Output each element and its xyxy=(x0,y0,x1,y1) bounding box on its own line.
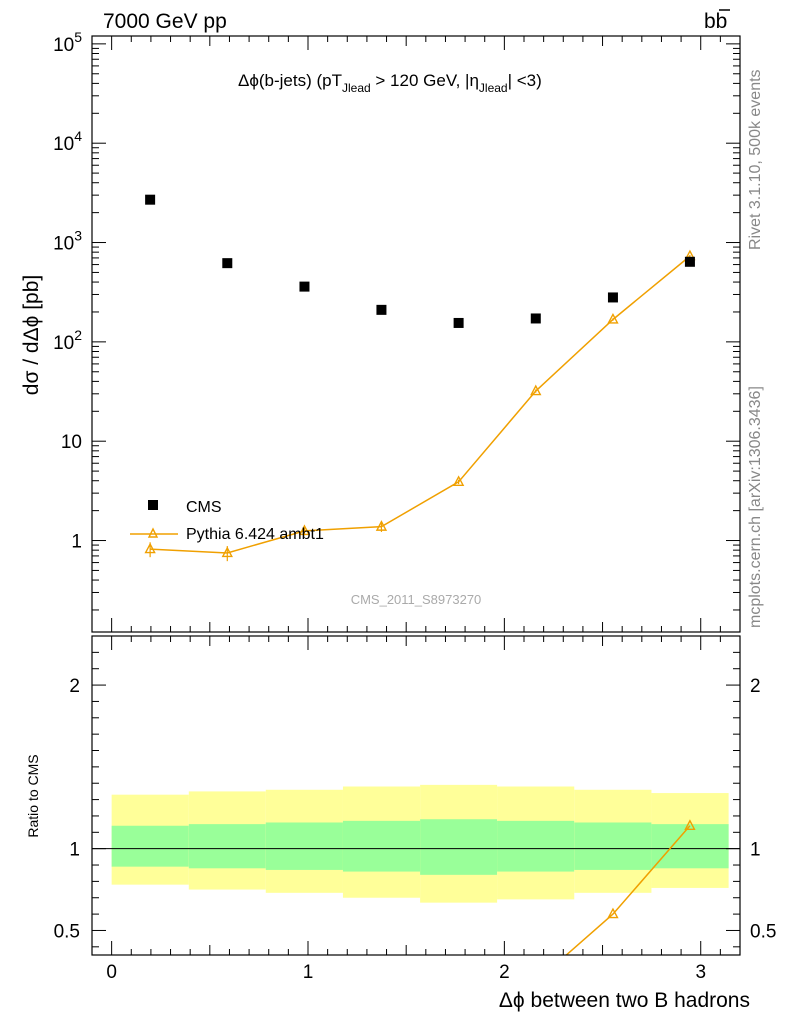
ratio-y-tick-label: 0.5 xyxy=(54,921,80,942)
ratio-axis-ticks xyxy=(92,636,740,955)
main-y-tick-label: 104 xyxy=(53,128,82,155)
plot-title: Δϕ(b-jets) (pTJlead > 120 GeV, |ηJlead| … xyxy=(238,71,542,95)
ratio-inner-band xyxy=(188,824,266,869)
legend-pythia-label: Pythia 6.424 ambt1 xyxy=(186,526,324,543)
main-y-axis-label: dσ / dΔϕ [pb] xyxy=(20,275,43,395)
main-axis-ticks xyxy=(92,36,740,632)
ratio-y-tick-label: 2 xyxy=(69,676,80,697)
legend-pythia-marker xyxy=(130,527,178,538)
x-tick-label: 2 xyxy=(499,962,510,983)
cms-point xyxy=(299,281,310,292)
x-tick-label: 0 xyxy=(106,962,117,983)
main-panel-frame xyxy=(91,35,741,633)
ratio-y-tick-label-right: 0.5 xyxy=(750,921,776,942)
main-y-tick-label: 103 xyxy=(53,228,82,255)
ratio-inner-band xyxy=(342,820,421,872)
cms-point xyxy=(530,313,541,324)
pythia-point xyxy=(298,524,311,536)
mcplots-label: mcplots.cern.ch [arXiv:1306.3436] xyxy=(747,386,764,628)
cms-point xyxy=(684,256,695,267)
ratio-uncertainty-bands xyxy=(111,784,729,903)
main-y-tick-label: 10 xyxy=(61,432,82,453)
pythia-point xyxy=(375,520,388,531)
ratio-inner-band xyxy=(574,822,652,870)
ratio-inner-band xyxy=(111,825,189,867)
main-y-tick-label: 102 xyxy=(53,327,82,354)
ratio-y-axis-label: Ratio to CMS xyxy=(25,754,41,837)
analysis-id-label: CMS_2011_S8973270 xyxy=(351,592,482,607)
cms-point xyxy=(376,304,387,315)
svg-text:bb: bb xyxy=(704,10,727,33)
x-tick-label: 1 xyxy=(303,962,314,983)
x-tick-label: 3 xyxy=(695,962,706,983)
legend-cms-marker xyxy=(148,500,158,510)
ratio-inner-band xyxy=(420,819,498,875)
ratio-pythia-line xyxy=(565,825,691,955)
ratio-pythia-point xyxy=(607,907,619,919)
main-plot-marks xyxy=(144,194,696,562)
main-panel: 1 10 102 103 104 105 dσ / dΔϕ [pb] Δϕ(b-jets)… xyxy=(20,29,741,633)
ratio-inner-band xyxy=(651,824,729,869)
pythia-point xyxy=(530,384,542,396)
ratio-tick-labels: 0.5 0.5 1 1 2 2 0 1 2 3 xyxy=(54,676,777,983)
ratio-plot-marks xyxy=(92,819,740,955)
main-y-tick-label: 105 xyxy=(53,29,82,56)
ratio-y-tick-label-right: 1 xyxy=(750,840,761,861)
ratio-panel-frame xyxy=(91,635,741,956)
x-axis-label: Δϕ between two B hadrons xyxy=(499,989,750,1012)
legend: CMS Pythia 6.424 ambt1 xyxy=(130,499,324,543)
ratio-pythia-point xyxy=(684,819,696,830)
ratio-inner-band xyxy=(497,820,575,872)
cms-point xyxy=(145,194,156,205)
ratio-y-tick-label-right: 2 xyxy=(750,676,761,697)
pythia-line xyxy=(150,255,691,554)
pythia-point xyxy=(144,542,156,554)
cms-point xyxy=(222,258,233,269)
main-y-tick-labels: 1 10 102 103 104 105 xyxy=(53,29,82,553)
cms-point xyxy=(453,317,464,328)
pythia-point xyxy=(221,546,233,558)
ratio-panel: 0.5 0.5 1 1 2 2 0 1 2 3 Ratio to CMS Δϕ between t… xyxy=(25,635,777,1012)
energy-label: 7000 GeV pp xyxy=(103,10,227,33)
main-y-tick-label: 1 xyxy=(71,532,82,553)
legend-cms-label: CMS xyxy=(186,499,222,516)
process-label: bb xyxy=(704,9,730,33)
cms-point xyxy=(607,292,618,303)
ratio-inner-band xyxy=(265,822,343,870)
rivet-version-label: Rivet 3.1.10, 500k events xyxy=(747,69,764,250)
ratio-y-tick-label: 1 xyxy=(69,840,80,861)
pythia-point xyxy=(452,475,465,487)
pythia-point xyxy=(607,312,619,324)
